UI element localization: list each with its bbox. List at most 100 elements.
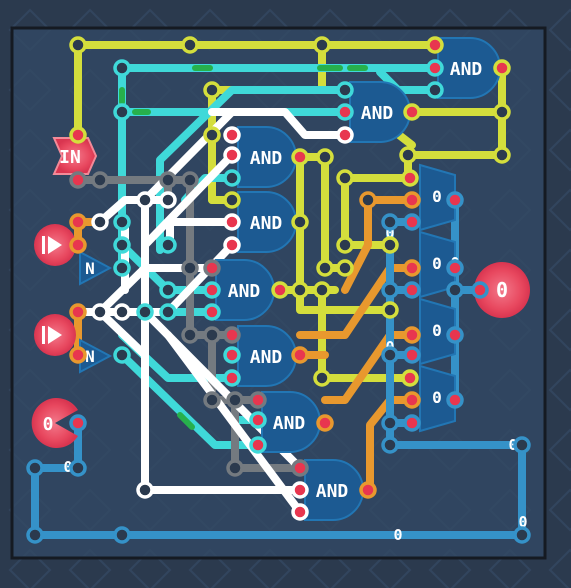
connection-pin[interactable] — [291, 346, 309, 364]
connection-pin[interactable] — [336, 126, 354, 144]
connection-pin[interactable] — [316, 414, 334, 432]
wire-junction[interactable] — [313, 36, 331, 54]
not-gate-1-body[interactable] — [79, 250, 113, 286]
connection-pin[interactable] — [69, 303, 87, 321]
wire-junction[interactable] — [291, 213, 309, 231]
and-gate-3[interactable]: AND — [237, 126, 297, 188]
wire-junction[interactable] — [359, 191, 377, 209]
connection-pin[interactable] — [249, 411, 267, 429]
wire-junction[interactable] — [399, 146, 417, 164]
and-gate-2[interactable]: AND — [349, 81, 411, 143]
connection-pin[interactable] — [493, 59, 511, 77]
wire-junction[interactable] — [113, 303, 131, 321]
not-gate-1[interactable]: N — [79, 250, 113, 286]
connection-pin[interactable] — [426, 59, 444, 77]
connection-pin[interactable] — [446, 391, 464, 409]
wire-junction[interactable] — [113, 526, 131, 544]
wire-junction[interactable] — [226, 459, 244, 477]
wire-junction[interactable] — [493, 146, 511, 164]
connection-pin[interactable] — [69, 346, 87, 364]
wire-junction[interactable] — [336, 259, 354, 277]
connection-pin[interactable] — [223, 346, 241, 364]
connection-pin[interactable] — [403, 326, 421, 344]
connection-pin[interactable] — [291, 148, 309, 166]
wire-junction[interactable] — [91, 213, 109, 231]
wire-junction[interactable] — [381, 281, 399, 299]
wire-junction[interactable] — [381, 436, 399, 454]
connection-pin[interactable] — [203, 259, 221, 277]
input-in-component[interactable]: IN — [52, 137, 98, 175]
connection-pin[interactable] — [223, 213, 241, 231]
connection-pin[interactable] — [69, 213, 87, 231]
connection-pin[interactable] — [426, 36, 444, 54]
mux-display-column[interactable]: 0 0 0 0 — [419, 163, 456, 433]
connection-pin[interactable] — [291, 459, 309, 477]
input-in-body[interactable] — [52, 137, 98, 175]
wire-junction[interactable] — [446, 281, 464, 299]
connection-pin[interactable] — [223, 236, 241, 254]
connection-pin[interactable] — [223, 146, 241, 164]
connection-pin[interactable] — [446, 259, 464, 277]
wire-junction[interactable] — [223, 169, 241, 187]
connection-pin[interactable] — [271, 281, 289, 299]
wire-junction[interactable] — [113, 236, 131, 254]
wire-junction[interactable] — [69, 459, 87, 477]
connection-pin[interactable] — [403, 213, 421, 231]
and-gate-4[interactable]: AND — [237, 191, 297, 253]
wire-junction[interactable] — [113, 103, 131, 121]
connection-pin[interactable] — [403, 103, 421, 121]
connection-pin[interactable] — [223, 326, 241, 344]
wire-junction[interactable] — [136, 481, 154, 499]
wire-junction[interactable] — [181, 171, 199, 189]
wire-junction[interactable] — [336, 169, 354, 187]
connection-pin[interactable] — [203, 281, 221, 299]
connection-pin[interactable] — [249, 436, 267, 454]
connection-pin[interactable] — [336, 103, 354, 121]
wire-junction[interactable] — [26, 526, 44, 544]
and-gate-7[interactable]: AND — [261, 391, 321, 453]
connection-pin[interactable] — [69, 236, 87, 254]
wire-junction[interactable] — [181, 36, 199, 54]
connection-pin[interactable] — [69, 126, 87, 144]
wire-junction[interactable] — [203, 326, 221, 344]
wire-junction[interactable] — [69, 36, 87, 54]
wire-junction[interactable] — [381, 301, 399, 319]
left-value-body[interactable] — [31, 398, 78, 449]
connection-pin[interactable] — [249, 391, 267, 409]
wire-junction[interactable] — [113, 259, 131, 277]
wire-junction[interactable] — [513, 526, 531, 544]
wire-junction[interactable] — [381, 236, 399, 254]
connection-pin[interactable] — [223, 126, 241, 144]
wire-junction[interactable] — [381, 213, 399, 231]
connection-pin[interactable] — [359, 481, 377, 499]
connection-pin[interactable] — [446, 191, 464, 209]
connection-pin[interactable] — [69, 414, 87, 432]
wire-junction[interactable] — [113, 346, 131, 364]
wire-junction[interactable] — [203, 81, 221, 99]
connection-pin[interactable] — [403, 281, 421, 299]
wire-junction[interactable] — [203, 391, 221, 409]
connection-pin[interactable] — [223, 369, 241, 387]
pin-nodes[interactable] — [26, 36, 531, 544]
connection-pin[interactable] — [401, 369, 419, 387]
mux-segment-1[interactable] — [419, 163, 456, 232]
wire-junction[interactable] — [381, 414, 399, 432]
connection-pin[interactable] — [446, 326, 464, 344]
connection-pin[interactable] — [403, 259, 421, 277]
wire-junction[interactable] — [113, 213, 131, 231]
wire-junction[interactable] — [203, 126, 221, 144]
wire-junction[interactable] — [336, 236, 354, 254]
wire-junction[interactable] — [159, 281, 177, 299]
connection-pin[interactable] — [203, 303, 221, 321]
connection-pin[interactable] — [403, 191, 421, 209]
wire-junction[interactable] — [113, 59, 131, 77]
wire-junction[interactable] — [159, 236, 177, 254]
and-gate-1[interactable]: AND — [437, 37, 501, 99]
wire-junction[interactable] — [426, 81, 444, 99]
wire-junction[interactable] — [313, 281, 331, 299]
and-gate-8[interactable]: AND — [304, 459, 364, 521]
wire-junction[interactable] — [159, 191, 177, 209]
connection-pin[interactable] — [403, 346, 421, 364]
wire-junction[interactable] — [513, 436, 531, 454]
connection-pin[interactable] — [69, 171, 87, 189]
